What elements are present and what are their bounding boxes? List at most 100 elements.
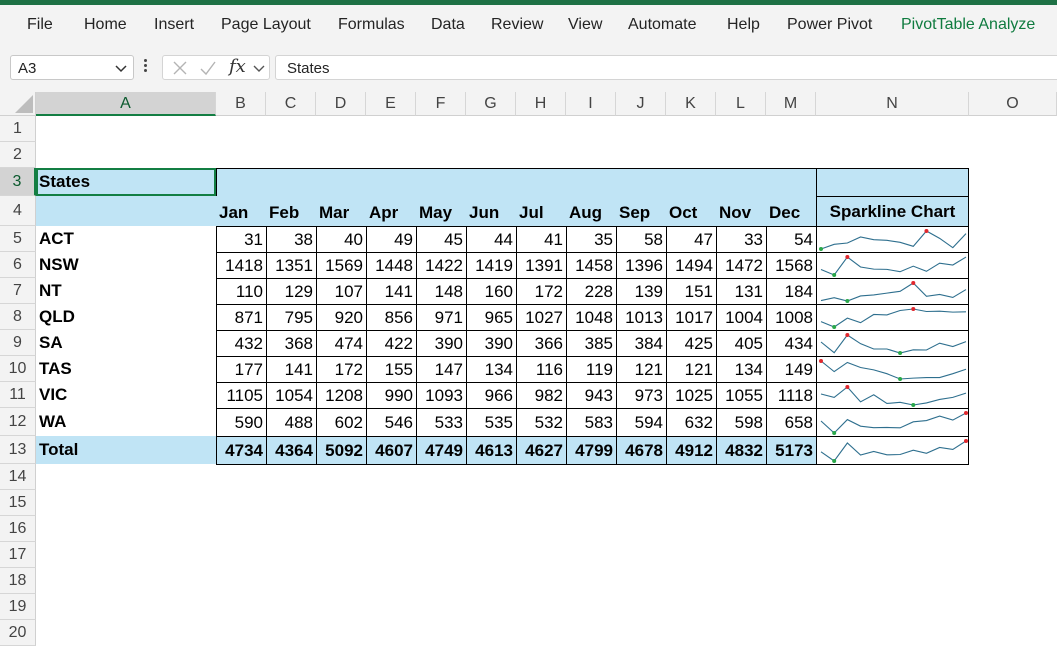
column-header-o[interactable]: O	[969, 92, 1057, 116]
value-cell[interactable]: 119	[566, 356, 617, 383]
state-label[interactable]: VIC	[39, 385, 68, 404]
tab-page-layout[interactable]: Page Layout	[221, 16, 311, 33]
sparkline-cell[interactable]	[816, 304, 969, 331]
value-cell[interactable]: 151	[666, 278, 717, 305]
sparkline-cell[interactable]	[816, 382, 969, 409]
value-cell[interactable]: 172	[316, 356, 367, 383]
value-cell[interactable]: 131	[716, 278, 767, 305]
state-label[interactable]: SA	[39, 333, 63, 352]
row-header-19[interactable]: 19	[0, 594, 36, 620]
value-cell[interactable]: 141	[266, 356, 317, 383]
column-header-c[interactable]: C	[266, 92, 316, 116]
sparkline-cell[interactable]	[816, 436, 969, 465]
month-header-aug[interactable]: Aug	[566, 196, 616, 226]
cancel-icon[interactable]	[171, 59, 189, 77]
select-all-corner[interactable]	[0, 92, 36, 116]
value-cell[interactable]: 1013	[616, 304, 667, 331]
value-cell[interactable]: 35	[566, 226, 617, 253]
total-cell[interactable]: 5173	[766, 436, 817, 465]
value-cell[interactable]: 871	[216, 304, 267, 331]
value-cell[interactable]: 172	[516, 278, 567, 305]
row-header-8[interactable]: 8	[0, 304, 36, 330]
row-header-14[interactable]: 14	[0, 464, 36, 490]
value-cell[interactable]: 535	[466, 408, 517, 437]
row-header-11[interactable]: 11	[0, 382, 36, 408]
value-cell[interactable]: 31	[216, 226, 267, 253]
value-cell[interactable]: 1208	[316, 382, 367, 409]
value-cell[interactable]: 532	[516, 408, 567, 437]
total-cell[interactable]: 4912	[666, 436, 717, 465]
value-cell[interactable]: 1458	[566, 252, 617, 279]
tab-pivottable-analyze[interactable]: PivotTable Analyze	[901, 16, 1036, 33]
sparkline-cell[interactable]	[816, 356, 969, 383]
state-label[interactable]: QLD	[39, 307, 75, 326]
row-header-6[interactable]: 6	[0, 252, 36, 278]
value-cell[interactable]: 990	[366, 382, 417, 409]
value-cell[interactable]: 149	[766, 356, 817, 383]
value-cell[interactable]: 1396	[616, 252, 667, 279]
value-cell[interactable]: 1025	[666, 382, 717, 409]
value-cell[interactable]: 33	[716, 226, 767, 253]
enter-check-icon[interactable]	[199, 59, 217, 77]
value-cell[interactable]: 110	[216, 278, 267, 305]
sparkline-title-band[interactable]	[816, 168, 969, 197]
total-cell[interactable]: 4832	[716, 436, 767, 465]
row-header-18[interactable]: 18	[0, 568, 36, 594]
value-cell[interactable]: 40	[316, 226, 367, 253]
value-cell[interactable]: 982	[516, 382, 567, 409]
row-header-15[interactable]: 15	[0, 490, 36, 516]
value-cell[interactable]: 1418	[216, 252, 267, 279]
row-header-16[interactable]: 16	[0, 516, 36, 542]
value-cell[interactable]: 390	[416, 330, 467, 357]
total-cell[interactable]: 4627	[516, 436, 567, 465]
row-header-1[interactable]: 1	[0, 116, 36, 142]
value-cell[interactable]: 1494	[666, 252, 717, 279]
value-cell[interactable]: 943	[566, 382, 617, 409]
value-cell[interactable]: 856	[366, 304, 417, 331]
tab-file[interactable]: File	[27, 16, 53, 33]
month-header-apr[interactable]: Apr	[366, 196, 416, 226]
value-cell[interactable]: 368	[266, 330, 317, 357]
value-cell[interactable]: 583	[566, 408, 617, 437]
row-header-5[interactable]: 5	[0, 226, 36, 252]
row-header-17[interactable]: 17	[0, 542, 36, 568]
column-header-j[interactable]: J	[616, 92, 666, 116]
value-cell[interactable]: 177	[216, 356, 267, 383]
row-header-3[interactable]: 3	[0, 168, 36, 196]
value-cell[interactable]: 49	[366, 226, 417, 253]
value-cell[interactable]: 44	[466, 226, 517, 253]
value-cell[interactable]: 795	[266, 304, 317, 331]
name-box[interactable]: A3	[10, 55, 134, 80]
value-cell[interactable]: 966	[466, 382, 517, 409]
total-cell[interactable]: 4613	[466, 436, 517, 465]
value-cell[interactable]: 1569	[316, 252, 367, 279]
table-title-band[interactable]	[216, 168, 817, 197]
total-label[interactable]: Total	[36, 436, 216, 464]
month-header-mar[interactable]: Mar	[316, 196, 366, 226]
state-label[interactable]: NSW	[39, 255, 79, 274]
value-cell[interactable]: 1027	[516, 304, 567, 331]
tab-help[interactable]: Help	[727, 16, 760, 33]
value-cell[interactable]: 1351	[266, 252, 317, 279]
value-cell[interactable]: 384	[616, 330, 667, 357]
month-header-jan[interactable]: Jan	[216, 196, 266, 226]
row-header-9[interactable]: 9	[0, 330, 36, 356]
column-header-g[interactable]: G	[466, 92, 516, 116]
value-cell[interactable]: 474	[316, 330, 367, 357]
value-cell[interactable]: 45	[416, 226, 467, 253]
row-header-10[interactable]: 10	[0, 356, 36, 382]
value-cell[interactable]: 973	[616, 382, 667, 409]
value-cell[interactable]: 129	[266, 278, 317, 305]
value-cell[interactable]: 134	[716, 356, 767, 383]
value-cell[interactable]: 920	[316, 304, 367, 331]
column-header-l[interactable]: L	[716, 92, 766, 116]
value-cell[interactable]: 1048	[566, 304, 617, 331]
total-cell[interactable]: 4749	[416, 436, 467, 465]
more-options-icon[interactable]	[144, 59, 147, 74]
value-cell[interactable]: 1391	[516, 252, 567, 279]
month-header-jun[interactable]: Jun	[466, 196, 516, 226]
value-cell[interactable]: 1017	[666, 304, 717, 331]
value-cell[interactable]: 184	[766, 278, 817, 305]
value-cell[interactable]: 38	[266, 226, 317, 253]
chevron-down-icon[interactable]	[115, 65, 127, 73]
